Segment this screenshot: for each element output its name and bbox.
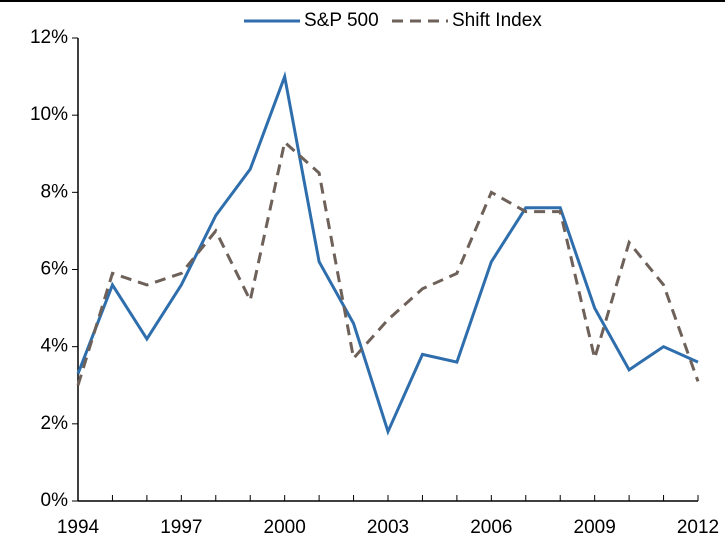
x-tick-label: 2009 bbox=[574, 517, 616, 538]
y-tick-label: 8% bbox=[41, 181, 69, 202]
y-tick-label: 0% bbox=[41, 490, 69, 511]
x-tick-label: 1997 bbox=[160, 517, 202, 538]
series-line bbox=[76, 70, 699, 436]
series-line bbox=[76, 139, 700, 386]
legend-label: Shift Index bbox=[452, 10, 542, 31]
x-tick-label: 1994 bbox=[57, 517, 100, 538]
y-tick-label: 2% bbox=[41, 413, 69, 434]
x-tick-label: 2006 bbox=[470, 517, 512, 538]
y-tick-label: 12% bbox=[30, 27, 68, 48]
x-tick-label: 2003 bbox=[367, 517, 409, 538]
legend-label: S&P 500 bbox=[304, 10, 379, 31]
x-tick-label: 2000 bbox=[264, 517, 306, 538]
y-tick-label: 10% bbox=[30, 104, 68, 125]
y-tick-label: 6% bbox=[41, 259, 69, 280]
x-tick-label: 2012 bbox=[677, 517, 719, 538]
y-tick-label: 4% bbox=[41, 336, 69, 357]
